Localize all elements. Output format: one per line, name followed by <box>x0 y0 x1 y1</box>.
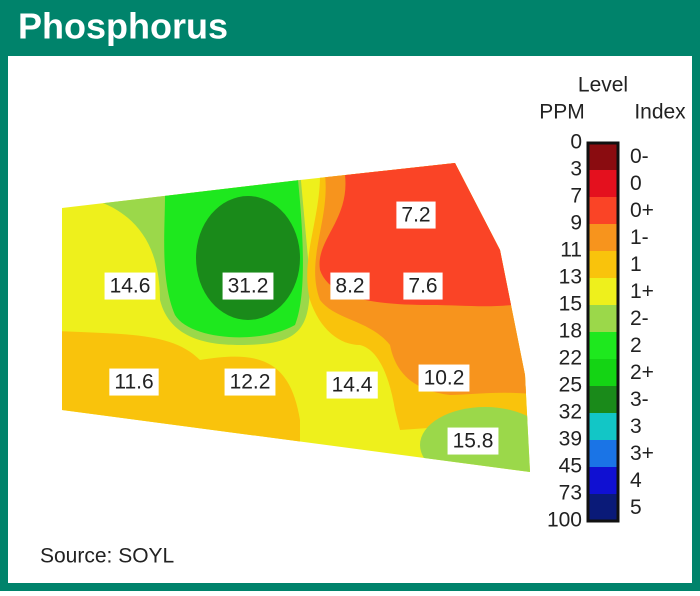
sample-label: 14.4 <box>332 374 373 397</box>
legend-index: 3- <box>630 388 649 411</box>
legend-swatch <box>588 359 618 386</box>
sample-box <box>109 368 159 396</box>
legend-index: 3+ <box>630 442 654 465</box>
legend-swatch <box>588 440 618 467</box>
legend-ppm: 18 <box>559 320 582 343</box>
legend-ppm: 13 <box>559 266 582 289</box>
sample-label: 11.6 <box>114 371 153 394</box>
legend-ppm: 32 <box>559 401 582 424</box>
legend-swatch <box>588 278 618 305</box>
legend-swatch <box>588 251 618 278</box>
source: Source: SOYL <box>40 545 174 568</box>
legend-index: 1 <box>630 253 642 276</box>
legend-index-label: Index <box>634 101 686 124</box>
sample-label: 7.2 <box>401 204 430 227</box>
legend-swatch <box>588 413 618 440</box>
sample-label: 10.2 <box>424 367 465 390</box>
legend-swatch <box>588 197 618 224</box>
sample-label: 7.6 <box>408 275 437 298</box>
legend-border <box>586 141 620 523</box>
legend-ppm: 3 <box>570 158 582 181</box>
sample-label: 8.2 <box>335 275 364 298</box>
legend-swatch <box>588 494 618 521</box>
legend-ppm: 15 <box>559 293 582 316</box>
legend-index: 2+ <box>630 361 654 384</box>
sample-box <box>418 364 470 392</box>
legend-index: 0 <box>630 172 642 195</box>
legend-index: 2 <box>630 334 642 357</box>
sample-box <box>222 272 274 300</box>
legend-ppm: 25 <box>559 374 582 397</box>
legend-index: 3 <box>630 415 642 438</box>
title: Phosphorus <box>18 6 228 47</box>
sample-label: 31.2 <box>228 275 269 298</box>
legend-swatch <box>588 170 618 197</box>
sample-box <box>403 272 443 300</box>
sample-box <box>447 427 499 455</box>
legend-ppm: 73 <box>559 482 582 505</box>
legend-ppm: 22 <box>559 347 582 370</box>
legend-index: 0- <box>630 145 649 168</box>
legend-ppm: 11 <box>560 239 582 262</box>
legend-swatch <box>588 224 618 251</box>
sample-label: 12.2 <box>230 371 271 394</box>
legend-swatch <box>588 467 618 494</box>
legend-swatch <box>588 332 618 359</box>
legend-index: 1+ <box>630 280 654 303</box>
sample-box <box>396 201 436 229</box>
legend-index: 2- <box>630 307 649 330</box>
legend-ppm: 9 <box>570 212 582 235</box>
legend-swatch <box>588 386 618 413</box>
legend-ppm: 45 <box>559 455 582 478</box>
sample-box <box>326 371 378 399</box>
sample-box <box>330 272 370 300</box>
legend-swatch <box>588 143 618 170</box>
legend-swatch <box>588 305 618 332</box>
sample-label: 15.8 <box>453 430 494 453</box>
sample-label: 14.6 <box>110 275 151 298</box>
legend-index: 4 <box>630 469 642 492</box>
legend-title: Level <box>578 74 628 97</box>
sample-box <box>224 368 276 396</box>
legend-ppm: 39 <box>559 428 582 451</box>
legend-ppm: 0 <box>570 131 582 154</box>
legend-index: 5 <box>630 496 642 519</box>
legend-ppm: 100 <box>547 509 582 532</box>
sample-box <box>104 272 156 300</box>
legend-ppm-label: PPM <box>539 101 585 124</box>
legend-index: 1- <box>630 226 649 249</box>
legend-ppm: 7 <box>570 185 582 208</box>
legend-index: 0+ <box>630 199 654 222</box>
